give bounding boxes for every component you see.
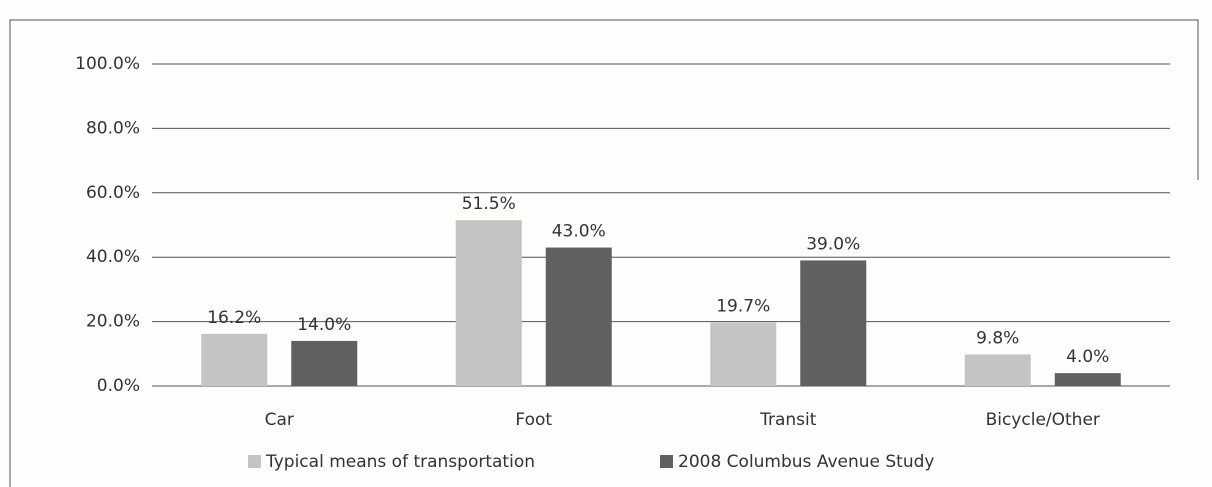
x-tick-label: Transit xyxy=(759,410,817,430)
legend-label: 2008 Columbus Avenue Study xyxy=(678,452,934,472)
y-tick-label: 20.0% xyxy=(86,312,140,332)
y-tick-label: 0.0% xyxy=(97,376,140,396)
bar xyxy=(545,247,612,386)
x-tick-label: Car xyxy=(265,410,294,430)
legend-swatch xyxy=(660,455,673,468)
y-tick-label: 80.0% xyxy=(86,118,140,138)
x-tick-label: Bicycle/Other xyxy=(986,410,1100,430)
data-label: 4.0% xyxy=(1066,347,1109,367)
data-label: 16.2% xyxy=(207,308,261,328)
data-label: 43.0% xyxy=(552,222,606,242)
legend-label: Typical means of transportation xyxy=(265,452,535,472)
bar xyxy=(710,322,777,386)
bar xyxy=(1054,373,1121,386)
bar xyxy=(291,340,358,386)
bar xyxy=(800,260,867,386)
legend-swatch xyxy=(248,455,261,468)
bar xyxy=(201,333,268,386)
data-label: 39.0% xyxy=(806,234,860,254)
data-label: 51.5% xyxy=(462,194,516,214)
x-tick-label: Foot xyxy=(515,410,552,430)
data-label: 19.7% xyxy=(716,297,770,317)
bar xyxy=(964,354,1031,386)
data-label: 9.8% xyxy=(976,328,1019,348)
y-tick-label: 60.0% xyxy=(86,183,140,203)
chart-frame xyxy=(9,19,1199,487)
y-tick-label: 40.0% xyxy=(86,247,140,267)
bar xyxy=(455,220,522,386)
y-tick-label: 100.0% xyxy=(75,54,140,74)
data-label: 14.0% xyxy=(297,315,351,335)
